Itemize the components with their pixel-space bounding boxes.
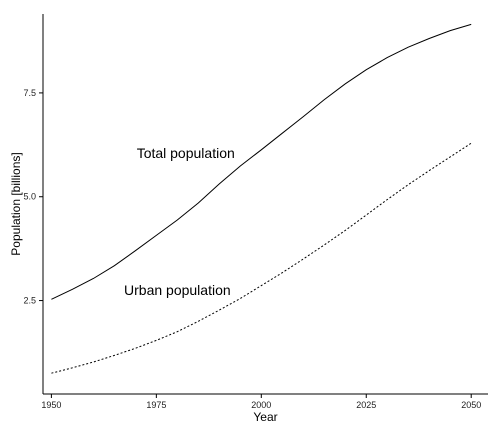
plot-lines: [51, 23, 472, 374]
x-tick-label: 2050: [461, 400, 481, 410]
x-tick-label: 1950: [41, 400, 61, 410]
series-annotation: Total population: [137, 145, 235, 161]
y-tick-label: 2.5: [23, 296, 36, 306]
annotations: Total population Urban population: [124, 145, 235, 298]
series-line: [51, 23, 472, 300]
y-axis-ticks: 2.5 5.0 7.5: [23, 88, 43, 306]
series-line: [51, 142, 472, 374]
x-tick-label: 2025: [356, 400, 376, 410]
x-tick-label: 2000: [251, 400, 271, 410]
y-tick-label: 5.0: [23, 192, 36, 202]
x-axis-title: Year: [253, 410, 277, 424]
y-tick-label: 7.5: [23, 88, 36, 98]
x-tick-label: 1975: [146, 400, 166, 410]
y-axis-title: Population [billions]: [9, 152, 23, 255]
series-annotation: Urban population: [124, 282, 231, 298]
x-axis-ticks: 1950 1975 2000 2025 2050: [41, 394, 481, 410]
